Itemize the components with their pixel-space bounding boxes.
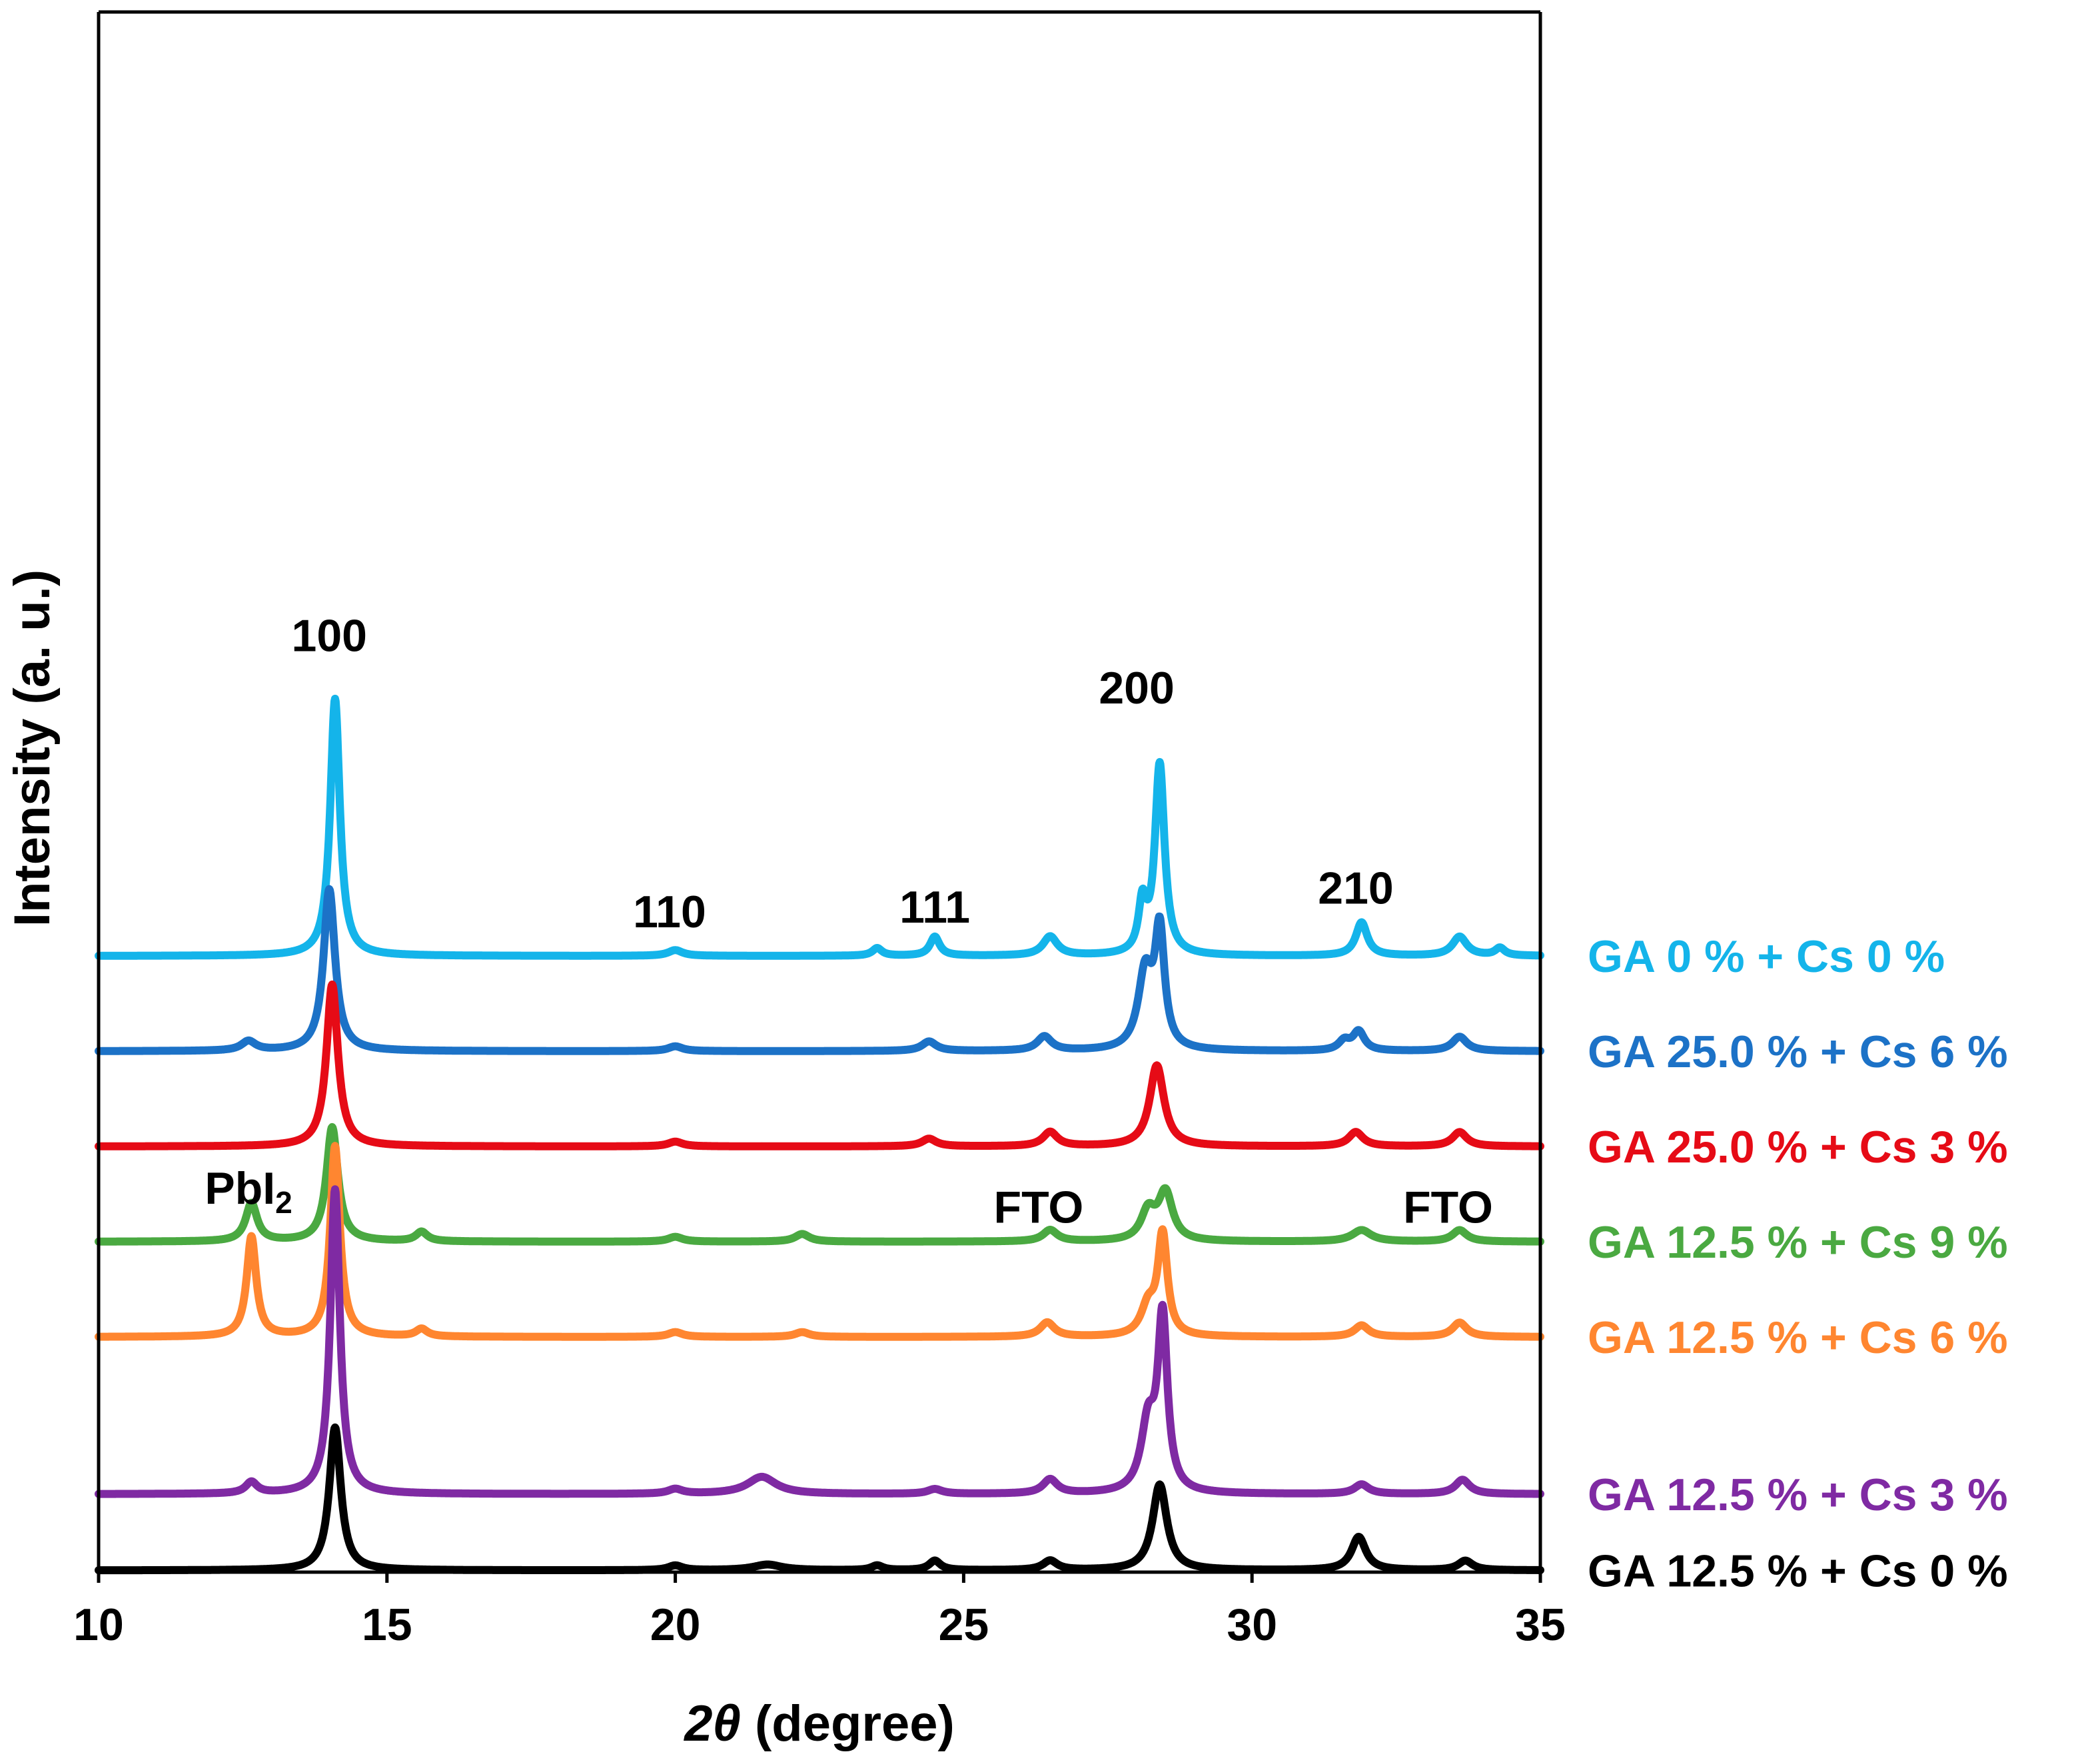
annotation-2: 111	[899, 882, 970, 933]
axes: 10 15 20 25 30 35 2θ (degree) Intensity (a. u.)	[4, 10, 1566, 1752]
x-tick-label-2: 20	[650, 1599, 701, 1650]
legend-label-6: GA 12.5 % + Cs 0 %	[1588, 1545, 2008, 1596]
series-line-1	[95, 885, 1544, 1055]
series-line-5	[95, 1185, 1544, 1498]
series-line-2	[95, 980, 1544, 1150]
x-tick-label-1: 15	[362, 1599, 412, 1650]
x-axis-title: 2θ (degree)	[683, 1695, 955, 1752]
x-axis-title-unit: (degree)	[741, 1695, 955, 1752]
series-line-6	[95, 1423, 1544, 1575]
legend-label-5: GA 12.5 % + Cs 3 %	[1588, 1470, 2008, 1520]
annotation-subscript: 2	[275, 1185, 292, 1220]
x-tick-label-3: 25	[939, 1599, 989, 1650]
legend-label-2: GA 25.0 % + Cs 3 %	[1588, 1122, 2008, 1172]
legend-label-1: GA 25.0 % + Cs 6 %	[1588, 1027, 2008, 1077]
annotation-1: 110	[633, 887, 706, 937]
annotation-7: FTO	[1403, 1182, 1493, 1232]
legend-label-4: GA 12.5 % + Cs 6 %	[1588, 1312, 2008, 1363]
x-axis-title-symbol: 2θ	[683, 1695, 741, 1752]
x-tick-label-5: 35	[1515, 1599, 1566, 1650]
series-line-0	[95, 694, 1544, 960]
legend-label-0: GA 0 % + Cs 0 %	[1588, 931, 1945, 982]
annotation-4: 210	[1318, 863, 1393, 913]
series-traces	[95, 694, 1544, 1575]
annotation-0: 100	[292, 610, 367, 661]
annotation-3: 200	[1099, 663, 1174, 713]
legend-label-3: GA 12.5 % + Cs 9 %	[1588, 1217, 2008, 1268]
legend: GA 0 % + Cs 0 % GA 25.0 % + Cs 6 % GA 25.0…	[1588, 931, 2008, 1596]
x-tick-label-4: 30	[1227, 1599, 1277, 1650]
x-tick-label-0: 10	[73, 1599, 124, 1650]
y-axis-title: Intensity (a. u.)	[4, 570, 61, 927]
annotation-6: FTO	[994, 1182, 1084, 1232]
